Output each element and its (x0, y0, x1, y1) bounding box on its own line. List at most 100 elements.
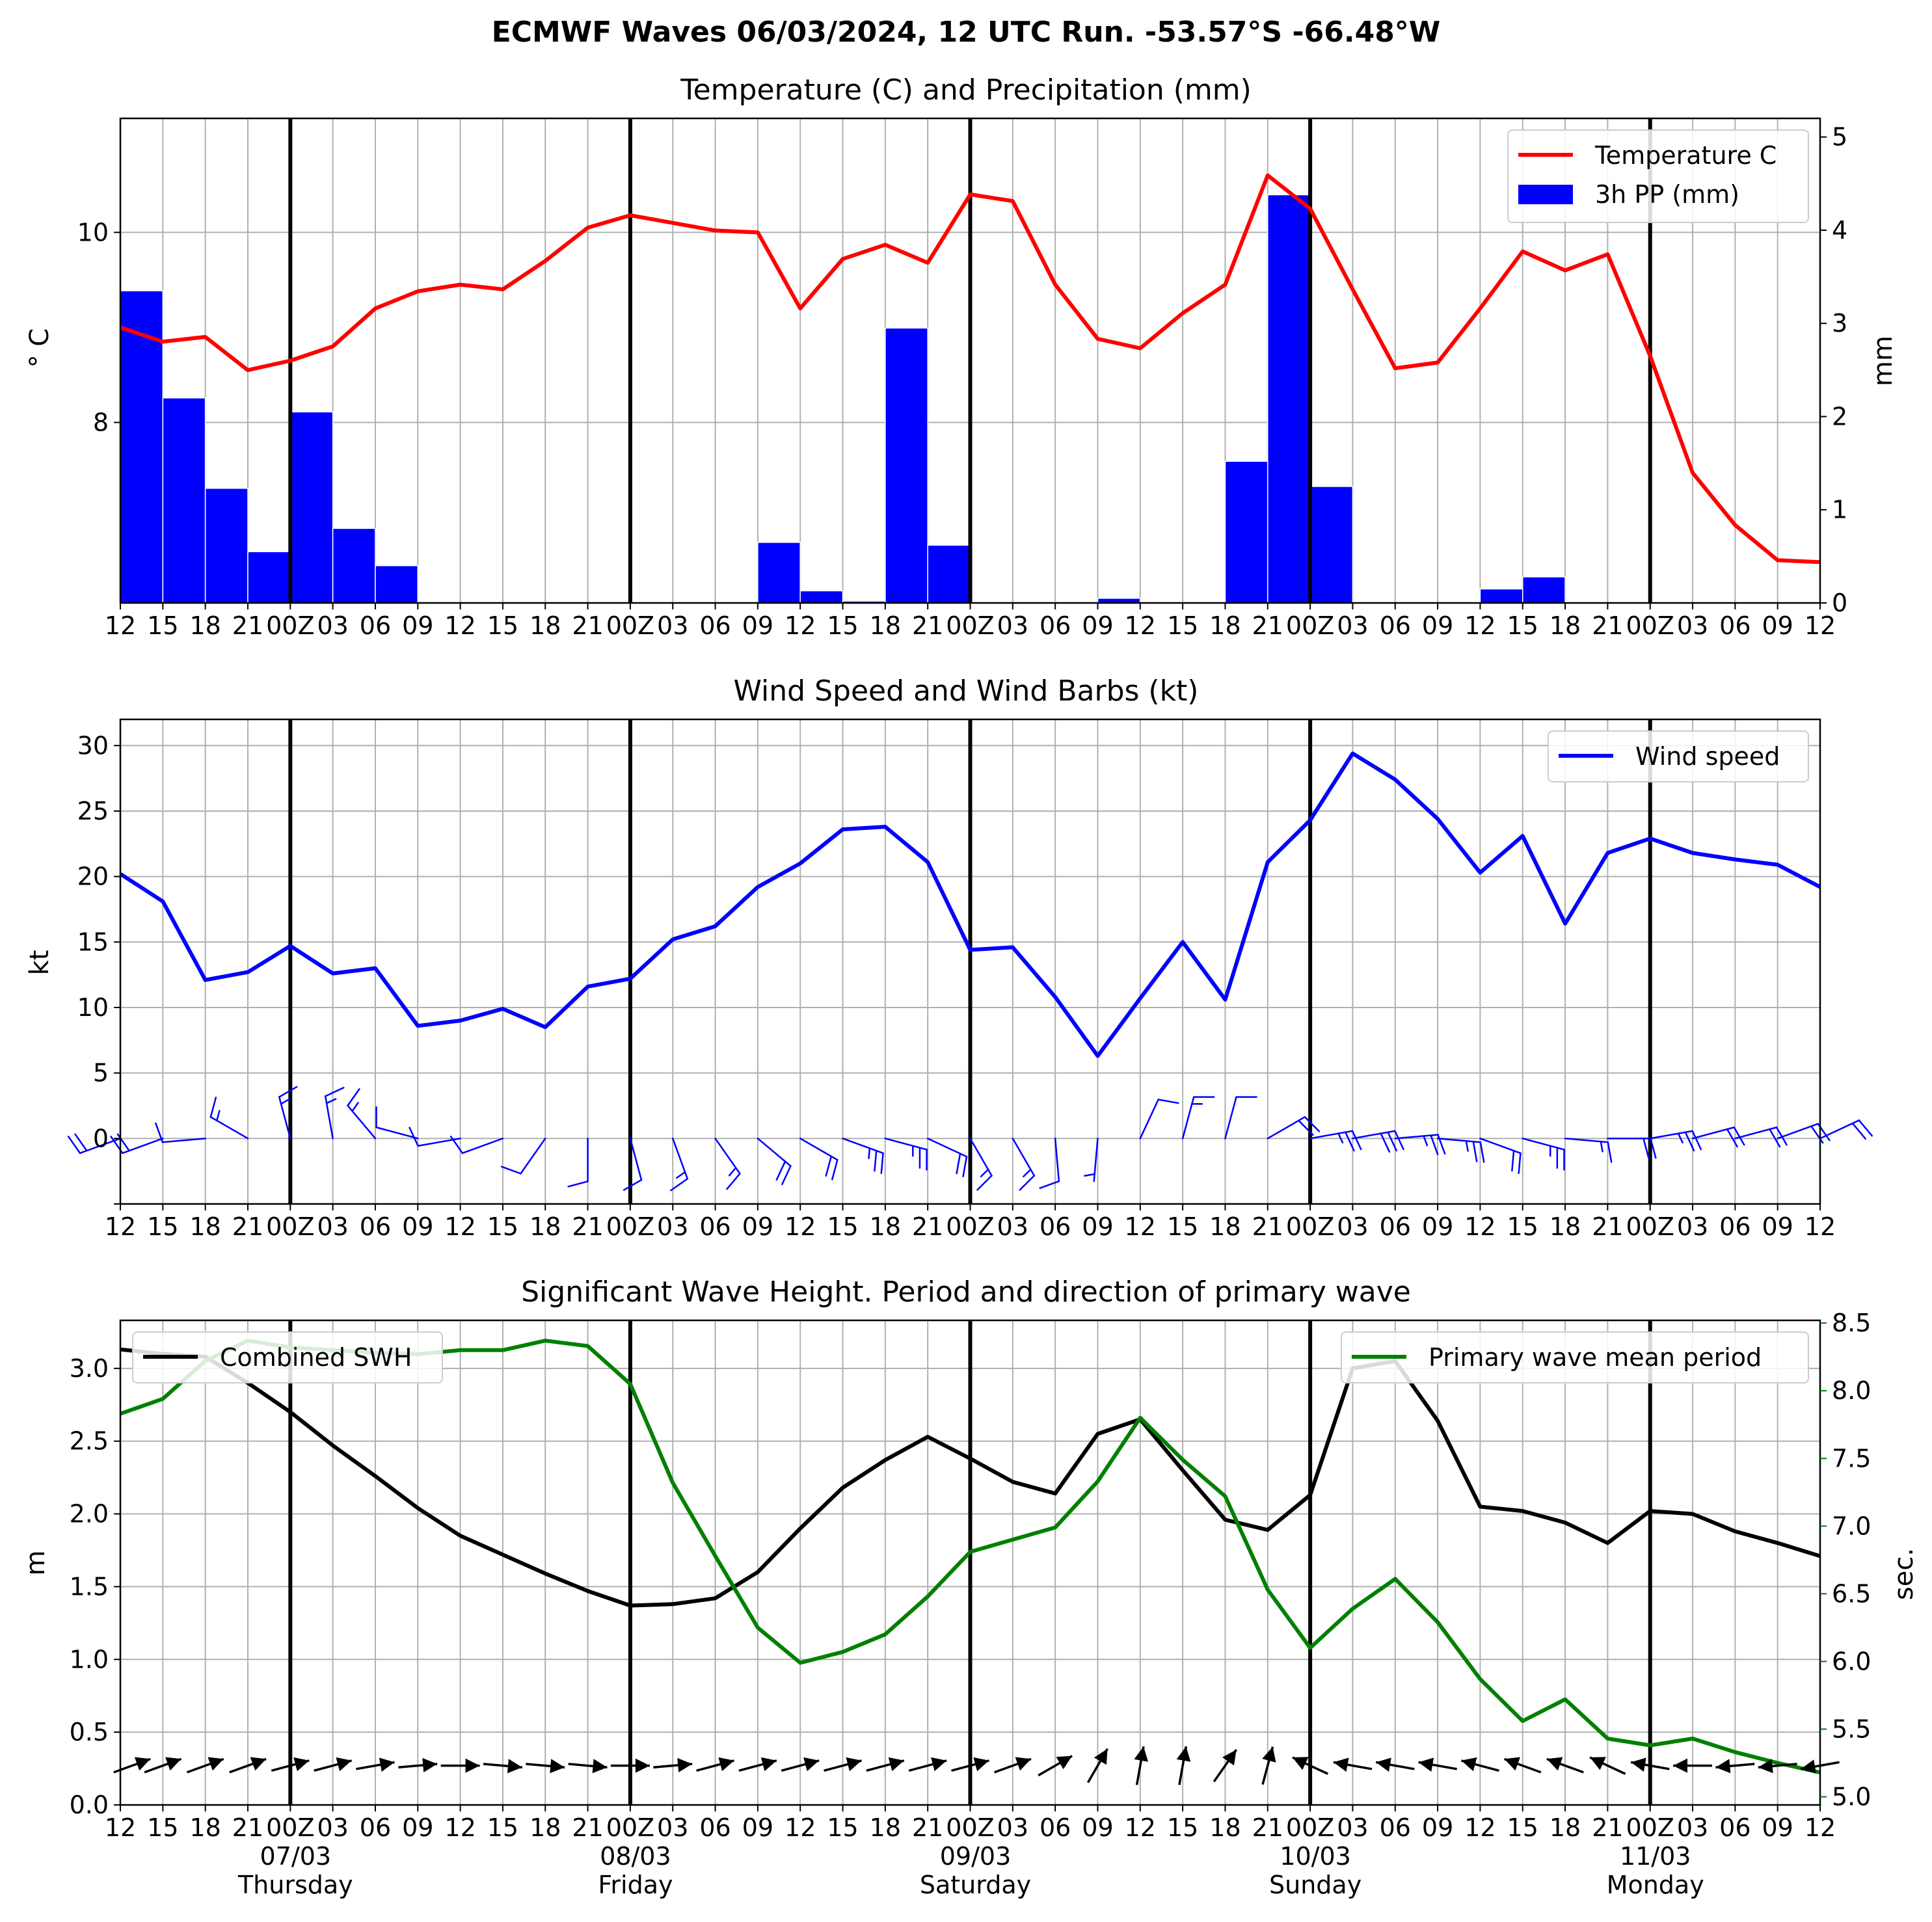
y-tick-label: 1.5 (70, 1572, 109, 1601)
x-tick-label: 15 (147, 611, 178, 640)
y-tick-label-right: 0 (1832, 589, 1847, 617)
y-tick-label: 0 (93, 1124, 109, 1153)
wind-speed-line (119, 751, 1821, 1058)
wind-barb-feather (500, 1166, 522, 1175)
precip-bar (757, 542, 801, 604)
wave-arrow-head (507, 1759, 522, 1774)
x-tick-label: 03 (1337, 611, 1368, 640)
wave-arrow-head (973, 1757, 989, 1772)
x-tick-label: 21 (912, 1813, 943, 1842)
wind-barb-feather (781, 1165, 792, 1186)
panel-3-day-boundaries (288, 1320, 1652, 1805)
precip-bar (204, 488, 248, 604)
wind-barb-feather (962, 1155, 968, 1178)
wave-arrow-head (1673, 1758, 1687, 1773)
wind-barb-half-feather (676, 1171, 686, 1179)
y-tick-label: 8 (93, 408, 109, 436)
x-tick-label: 03 (657, 611, 688, 640)
x-tick-label: 06 (1719, 1813, 1751, 1842)
wind-barb (623, 1138, 643, 1191)
wind-barb-staff (1139, 1099, 1159, 1140)
x-tick-label: 15 (487, 611, 518, 640)
wave-direction-arrow (610, 1758, 650, 1773)
wind-barb (1564, 1138, 1613, 1163)
wave-direction-arrow (1418, 1757, 1457, 1772)
wind-barb-feather (1039, 1180, 1060, 1189)
precip-bar (799, 590, 844, 604)
wave-direction-arrow (696, 1757, 734, 1772)
wind-barb (1224, 1096, 1257, 1140)
x-tick-label: 09 (742, 611, 773, 640)
panel-3-grid (120, 1320, 1820, 1806)
x-tick-label: 00Z (266, 611, 314, 640)
x-tick-label: 03 (1337, 1212, 1368, 1241)
x-tick-label: 09 (1762, 1813, 1793, 1842)
y-tick-label: 20 (77, 862, 109, 891)
x-tick-label: 03 (997, 1813, 1028, 1842)
x-tick-label: 06 (1380, 1813, 1411, 1842)
x-tick-label: 12 (1464, 1212, 1496, 1241)
wind-barb-feather (1607, 1141, 1613, 1163)
x-tick-label: 09 (742, 1813, 773, 1842)
panel-1-yticks: 8 10 (77, 218, 120, 436)
precip-bar (332, 527, 376, 604)
wave-direction-arrow (653, 1757, 693, 1772)
wind-barb-staff (161, 1138, 206, 1143)
wind-barb-feather (1775, 1126, 1788, 1146)
wave-arrow-head (1376, 1757, 1391, 1772)
precip-bar (1224, 460, 1268, 604)
x-tick-label: 03 (1677, 1813, 1708, 1842)
wind-barb-feather (1511, 1149, 1515, 1172)
x-tick-label: 12 (1125, 611, 1156, 640)
wind-barb-half-feather (728, 1167, 737, 1177)
x-tick-label: 00Z (1626, 611, 1674, 640)
x-tick-label: 18 (530, 1212, 561, 1241)
legend-period-box (1341, 1331, 1809, 1383)
x-tick-label: 09 (1762, 1212, 1793, 1241)
wind-barb (1436, 1138, 1485, 1163)
panel-2-legend-box (1548, 730, 1809, 782)
wind-barb-staff (1224, 1096, 1237, 1140)
temperature-precipitation-panel: Temperature (C) and Precipitation (mm) °… (25, 73, 1898, 640)
wind-barb-staff (520, 1138, 546, 1175)
wave-direction-arrow (1038, 1755, 1073, 1777)
x-tick-label: 15 (487, 1813, 518, 1842)
panel-2-day-boundaries (288, 719, 1652, 1204)
wind-barb-half-feather (1023, 1168, 1032, 1178)
wave-direction-arrow (1292, 1756, 1329, 1775)
x-tick-label: 00Z (1286, 1212, 1334, 1241)
wind-barb-staff (375, 1126, 419, 1140)
wave-arrow-head (888, 1757, 904, 1772)
x-tick-label: 06 (360, 1813, 391, 1842)
x-tick-label: 18 (870, 1813, 901, 1842)
y-tick-label-right: 8.5 (1832, 1309, 1871, 1337)
wave-direction-arrow (1546, 1757, 1584, 1774)
precip-bar (1309, 486, 1354, 604)
panel-1-xticks: 12 15 18 21 00Z 03 06 09 12 15 18 21 00Z 03 06 09 12 15 18… (105, 603, 1836, 640)
x-tick-label: 09 (402, 1212, 433, 1241)
wind-barb-feather (1019, 1175, 1036, 1191)
wave-direction-arrow (1176, 1746, 1191, 1785)
x-tick-label: 00Z (266, 1813, 314, 1842)
x-tick-label: 12 (1464, 611, 1496, 640)
wave-arrow-head (379, 1757, 395, 1772)
wind-barb-feather (1472, 1140, 1478, 1162)
legend-precip-label: 3h PP (mm) (1595, 180, 1739, 209)
panel-1-legend: Temperature C 3h PP (mm) (1507, 129, 1809, 223)
wind-barb-half-feather (980, 1168, 989, 1178)
wind-barb-half-feather (1337, 1132, 1344, 1144)
y-tick-label-right: 3 (1832, 309, 1847, 338)
wind-barb-feather (209, 1097, 217, 1118)
precip-bar (927, 544, 971, 604)
wind-barb (500, 1138, 546, 1175)
x-tick-label: 12 (105, 1813, 136, 1842)
wind-barb (1691, 1126, 1745, 1148)
wave-direction-arrow (781, 1757, 820, 1772)
wave-direction-arrow (1630, 1757, 1670, 1772)
x-tick-label: 03 (997, 1212, 1028, 1241)
wave-arrow-head (1015, 1757, 1031, 1771)
wave-arrow-head (931, 1757, 947, 1772)
wind-barb-feather (155, 1122, 164, 1143)
wave-arrow-head (1333, 1757, 1349, 1772)
panel-2-ylabel: kt (25, 950, 55, 976)
